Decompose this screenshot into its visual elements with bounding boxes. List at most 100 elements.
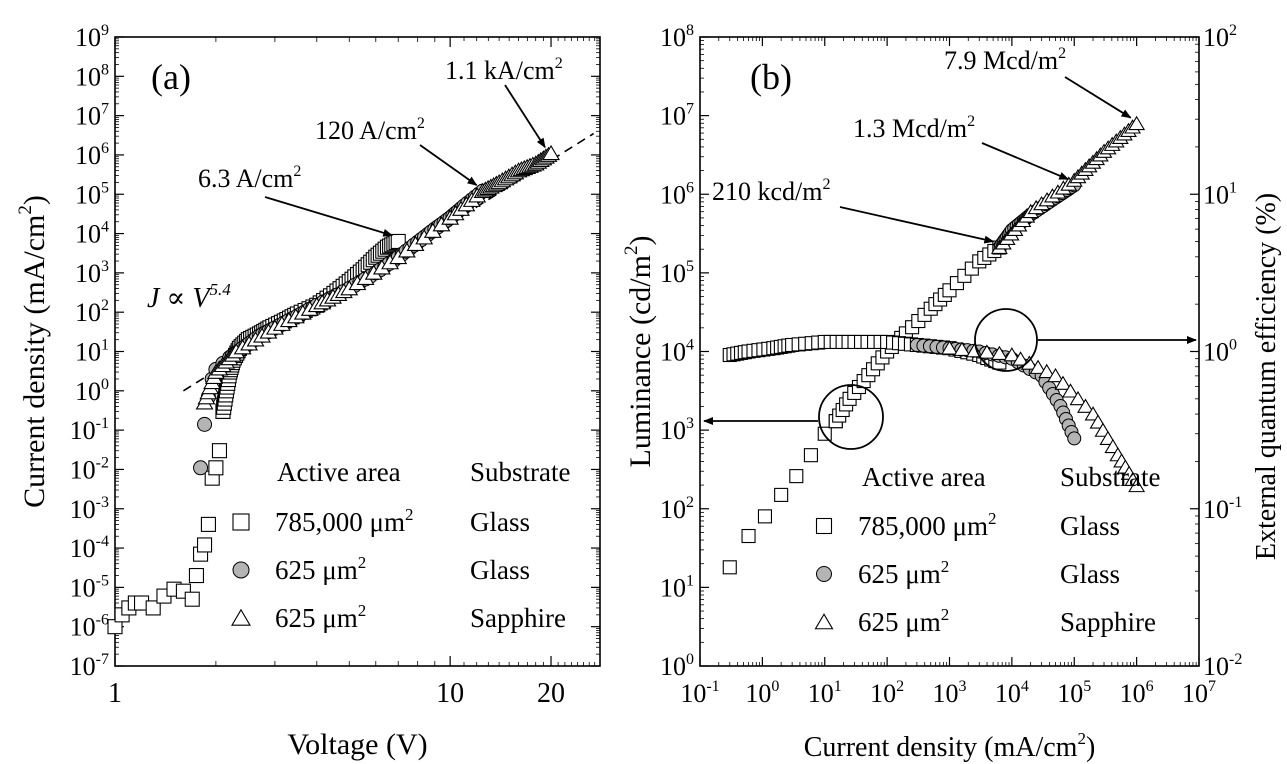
y-tick-label: 106 — [75, 140, 109, 170]
y-tick-label: 101 — [75, 337, 109, 367]
data-point — [774, 487, 789, 502]
y2-tick-label: 101 — [1203, 179, 1237, 209]
annotation-label: 6.3 A/cm2 — [198, 163, 301, 193]
y-tick-label: 10-6 — [70, 612, 109, 642]
annotation-arrow — [419, 144, 478, 186]
data-point — [978, 344, 996, 359]
data-point — [1003, 347, 1021, 362]
legend-marker — [814, 613, 834, 630]
y-tick-label: 100 — [660, 651, 694, 681]
data-point — [196, 537, 213, 553]
legend-substrate: Glass — [1060, 511, 1120, 541]
data-point — [211, 443, 228, 459]
data-point — [208, 460, 224, 476]
data-point — [722, 560, 737, 575]
data-point — [741, 528, 756, 544]
legend-area: 625 μm2 — [275, 553, 366, 585]
legend-marker — [815, 517, 833, 535]
highlight-circle — [818, 384, 884, 450]
y2-axis-label: External quantum efficiency (%) — [1251, 193, 1282, 560]
legend-area: 625 μm2 — [275, 601, 366, 633]
highlight-circle — [974, 308, 1038, 372]
y-tick-label: 10-7 — [70, 651, 109, 681]
y-tick-label: 10-1 — [70, 415, 109, 445]
y-tick-label: 103 — [660, 415, 694, 445]
panel-a: 10-710-610-510-410-310-210-1100101102103… — [15, 22, 601, 761]
annotation-label: 1.1 kA/cm2 — [445, 55, 563, 85]
x-tick-label: 10-1 — [680, 678, 719, 708]
annotation-arrow — [504, 84, 546, 149]
series-triangle-right — [941, 340, 1146, 493]
y-tick-label: 102 — [75, 297, 109, 327]
x-tick-label: 104 — [995, 678, 1029, 708]
x-tick-label: 106 — [1120, 678, 1154, 708]
fit-label: J ∝ V5.4 — [147, 280, 231, 314]
data-point — [1020, 355, 1038, 370]
legend-substrate: Sapphire — [1060, 607, 1156, 637]
legend-substrate: Glass — [470, 507, 530, 537]
legend-marker — [232, 513, 250, 531]
annotation-arrow — [981, 142, 1070, 181]
annotation-label: 7.9 Mcd/m2 — [944, 45, 1066, 75]
y-axis-label: Luminance (cd/m2) — [621, 236, 657, 468]
legend-area: 625 μm2 — [858, 557, 949, 589]
data-point — [789, 469, 804, 484]
annotation-label: 1.3 Mcd/m2 — [853, 113, 975, 143]
data-point — [1128, 477, 1146, 493]
x-tick-label: 107 — [1182, 678, 1216, 708]
y2-tick-label: 10-1 — [1203, 494, 1242, 524]
data-point — [1047, 367, 1064, 383]
legend-substrate: Glass — [1060, 559, 1120, 589]
x-tick-label: 105 — [1057, 678, 1091, 708]
legend-header: Active area — [277, 457, 401, 487]
y-tick-label: 10-4 — [70, 533, 109, 563]
y2-tick-label: 10-2 — [1203, 651, 1242, 681]
data-point — [1077, 398, 1094, 413]
y-tick-label: 104 — [660, 337, 694, 367]
x-tick-label: 100 — [745, 678, 779, 708]
y-tick-label: 104 — [75, 219, 109, 249]
data-point — [1128, 115, 1146, 131]
legend: Active area Substrate 785,000 μm2 Glass 625 … — [814, 462, 1161, 637]
data-point — [1062, 383, 1079, 398]
y-tick-label: 10-2 — [70, 454, 109, 484]
data-point — [184, 591, 200, 607]
legend-substrate: Glass — [470, 555, 530, 585]
y2-tick-label: 100 — [1203, 337, 1237, 367]
legend-substrate: Sapphire — [470, 603, 566, 633]
y-tick-label: 108 — [75, 61, 109, 91]
data-point — [1069, 390, 1087, 406]
data-point — [1067, 431, 1082, 446]
data-point — [197, 416, 213, 432]
y-tick-label: 106 — [660, 179, 694, 209]
y-tick-label: 10-3 — [70, 494, 109, 524]
x-tick-label: 103 — [933, 678, 967, 708]
series-triangle-left — [990, 115, 1146, 254]
x-tick-label: 10 — [436, 678, 464, 709]
data-point — [145, 600, 161, 616]
x-tick-label: 102 — [870, 678, 904, 708]
x-tick-label: 101 — [808, 678, 842, 708]
y-tick-label: 107 — [660, 101, 694, 131]
x-tick-label: 20 — [537, 678, 565, 709]
data-point — [953, 341, 971, 356]
annotation-arrow — [264, 196, 394, 237]
data-point — [188, 567, 205, 584]
legend-header: Substrate — [470, 457, 571, 487]
x-axis-label: Voltage (V) — [287, 728, 427, 761]
panel-label: (b) — [750, 57, 792, 97]
y-tick-label: 103 — [75, 258, 109, 288]
data-point — [941, 340, 958, 355]
data-point — [193, 460, 209, 476]
y-tick-label: 100 — [75, 376, 109, 406]
legend-header: Substrate — [1060, 462, 1161, 492]
y2-tick-label: 102 — [1203, 22, 1237, 52]
data-point — [803, 448, 818, 463]
y-tick-label: 107 — [75, 101, 109, 131]
y-tick-label: 105 — [660, 258, 694, 288]
annotation-label: 120 A/cm2 — [315, 115, 425, 145]
panel-label: (a) — [151, 57, 191, 97]
legend-area: 785,000 μm2 — [275, 505, 413, 537]
legend-area: 785,000 μm2 — [858, 509, 996, 541]
